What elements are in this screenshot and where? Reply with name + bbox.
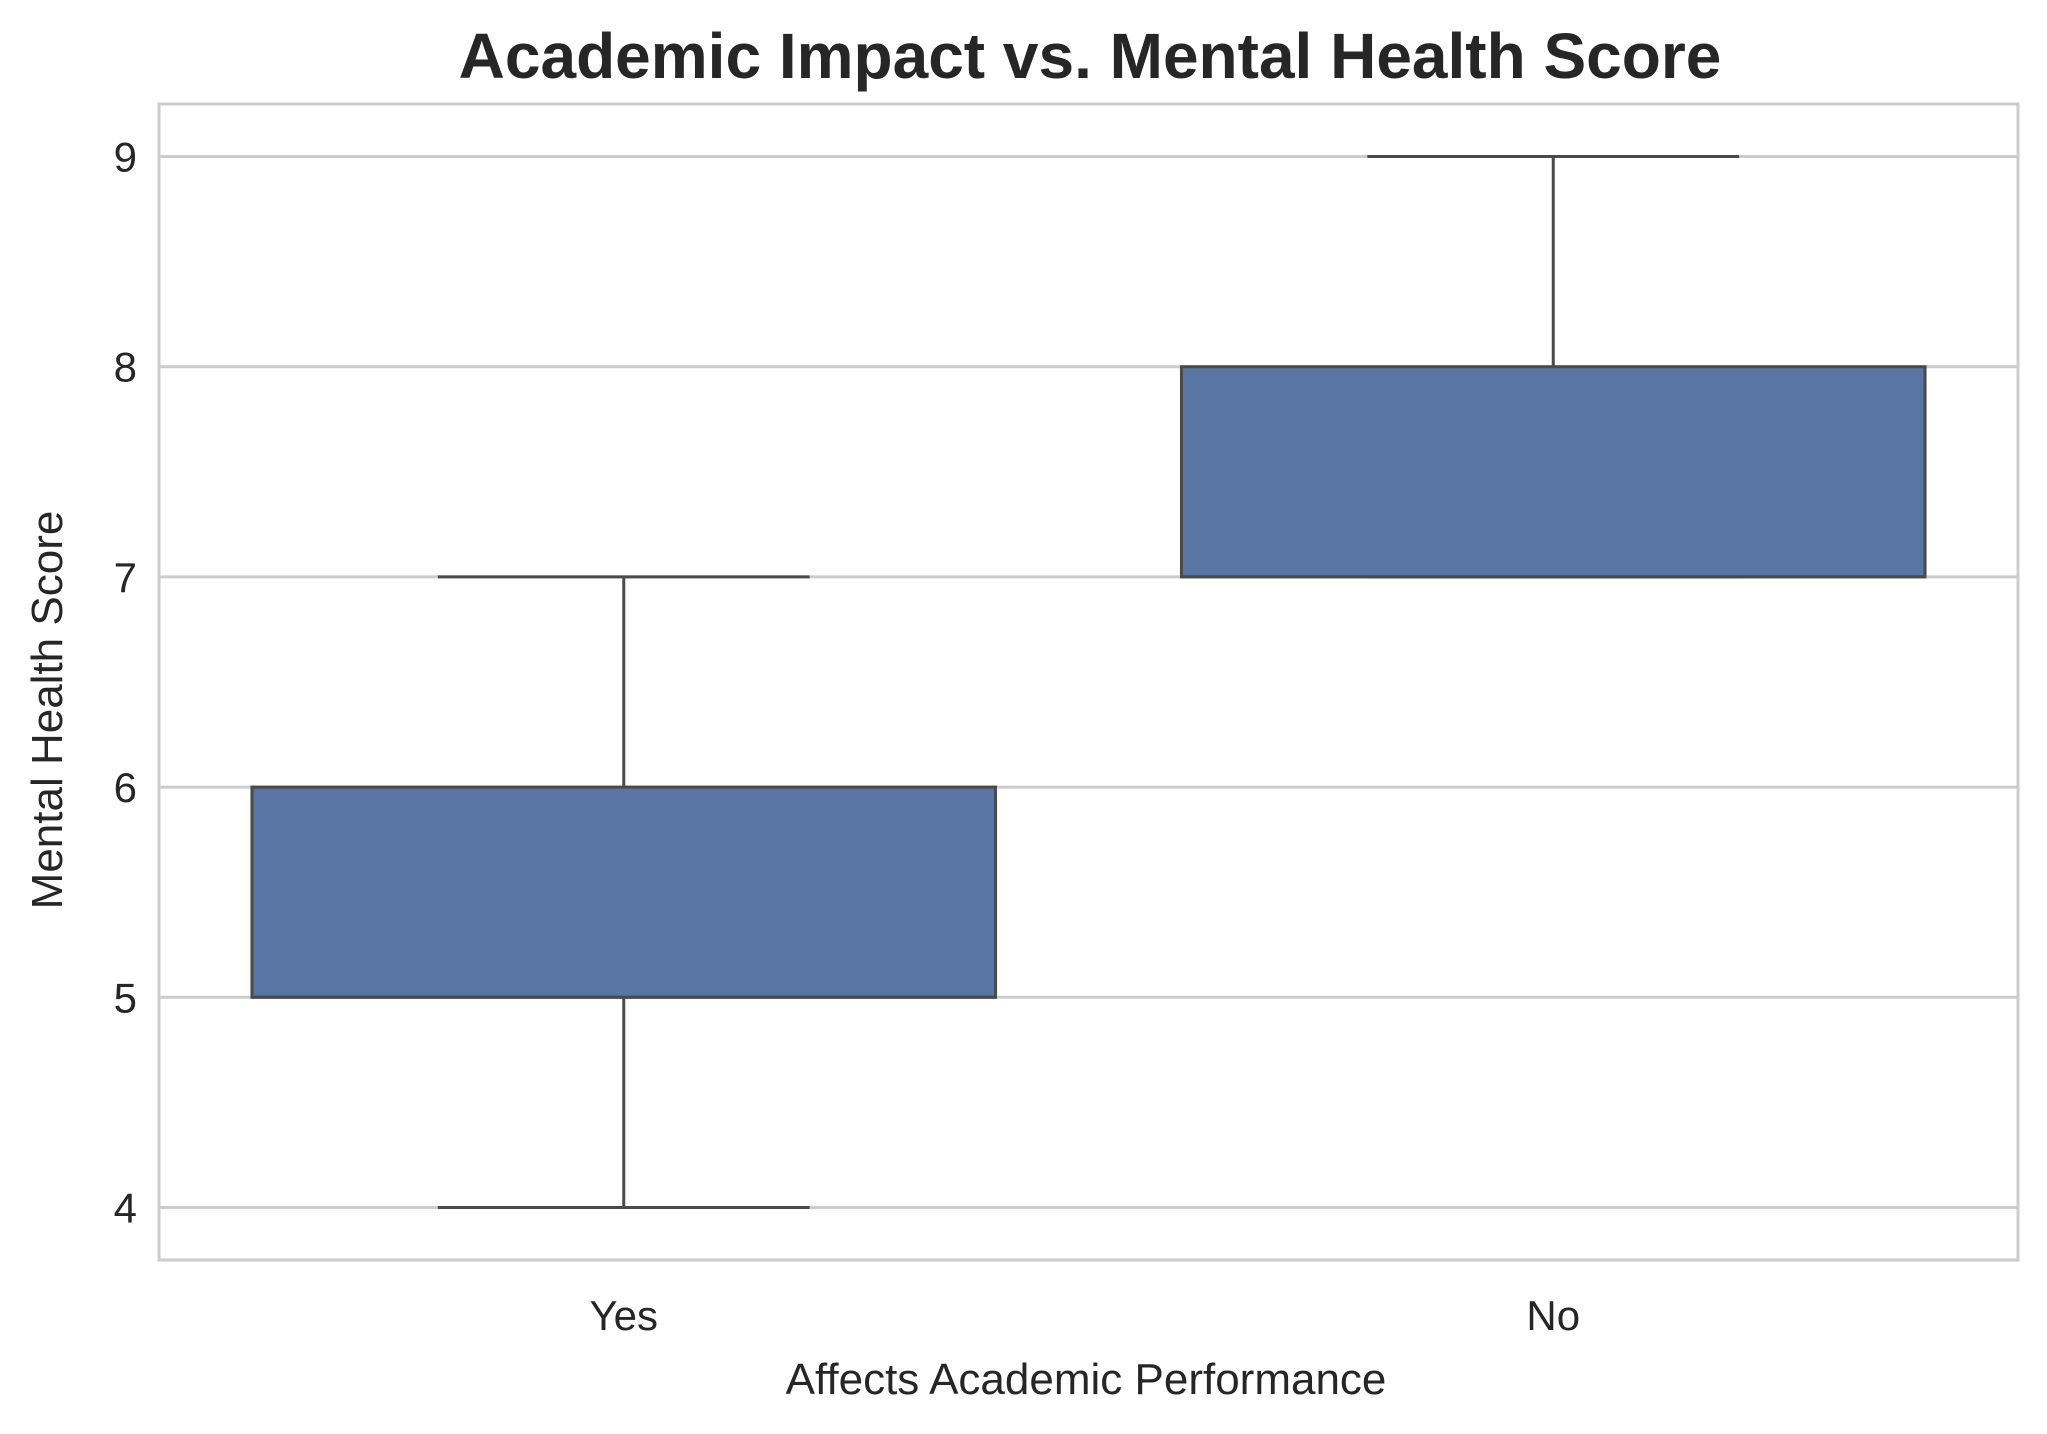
y-tick-label: 5	[114, 974, 137, 1021]
chart-title: Academic Impact vs. Mental Health Score	[459, 20, 1722, 92]
box-yes	[250, 785, 998, 999]
y-tick-label: 8	[114, 344, 137, 391]
x-tick-label: No	[1526, 1292, 1580, 1339]
y-tick-label: 4	[114, 1184, 137, 1231]
y-tick-label: 9	[114, 134, 137, 181]
plot-frame	[157, 102, 2020, 1262]
y-tick-label: 6	[114, 764, 137, 811]
box-no	[1179, 365, 1927, 579]
y-axis-label: Mental Health Score	[23, 511, 72, 910]
y-tick-labels: 4 5 6 7 8 9	[114, 134, 137, 1232]
x-axis-label: Affects Academic Performance	[786, 1355, 1387, 1404]
x-tick-label: Yes	[589, 1292, 658, 1339]
y-tick-label: 7	[114, 554, 137, 601]
box-series	[250, 155, 1927, 1209]
x-tick-labels: Yes No	[589, 1292, 1580, 1339]
